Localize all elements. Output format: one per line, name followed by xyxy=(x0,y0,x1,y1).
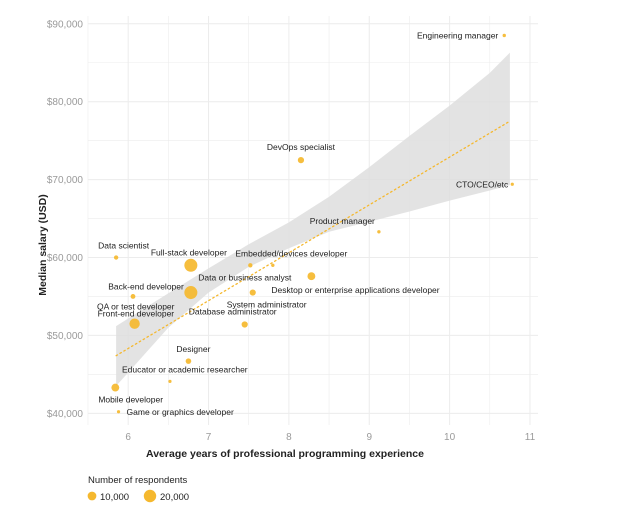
x-tick-label: 9 xyxy=(366,432,372,443)
y-tick-label: $70,000 xyxy=(47,175,84,186)
x-tick-label: 11 xyxy=(525,432,536,443)
confidence-band-layer xyxy=(116,52,510,386)
point-front-end-developer xyxy=(129,318,140,329)
point-game-or-graphics-developer xyxy=(116,410,121,414)
y-tick-label: $40,000 xyxy=(47,409,84,420)
point-devops-specialist xyxy=(297,157,305,164)
legend-label-10-000: 10,000 xyxy=(100,492,129,503)
x-tick-label: 7 xyxy=(206,432,212,443)
point-label-engineering-manager: Engineering manager xyxy=(417,30,498,40)
point-label-game-or-graphics-developer: Game or graphics developer xyxy=(127,407,234,417)
point-label-educator-or-academic-researcher: Educator or academic researcher xyxy=(122,364,248,374)
y-tick-label: $80,000 xyxy=(47,97,84,108)
point-product-manager xyxy=(377,230,381,234)
point-data-scientist xyxy=(113,255,119,260)
legend-entries: 10,000 20,000 xyxy=(87,489,189,503)
legend-label-20-000: 20,000 xyxy=(160,492,189,503)
point-label-cto-ceo-etc: CTO/CEO/etc xyxy=(456,179,509,189)
point-label-full-stack-developer: Full-stack developer xyxy=(151,247,227,257)
point-educator-or-academic-researcher xyxy=(168,379,172,383)
tick-labels-layer: 6 7 8 9 10 11 $40,000 $50,000 $60,000 $70,000 $80,… xyxy=(47,19,536,443)
points-layer xyxy=(111,33,514,414)
point-label-product-manager: Product manager xyxy=(310,216,375,226)
point-label-front-end-developer: Front-end developer xyxy=(98,309,175,319)
point-back-end-developer xyxy=(184,286,198,300)
point-qa-or-test-developer xyxy=(130,294,136,299)
point-designer xyxy=(185,358,192,364)
y-tick-label: $90,000 xyxy=(47,19,84,30)
point-mobile-developer xyxy=(111,383,120,392)
legend-swatch-20-000 xyxy=(143,489,157,503)
point-label-devops-specialist: DevOps specialist xyxy=(267,142,336,152)
legend: Number of respondents 10,000 20,000 xyxy=(87,475,189,503)
point-label-designer: Designer xyxy=(176,344,210,354)
point-label-database-administrator: Database administrator xyxy=(189,307,277,317)
point-system-administrator xyxy=(249,289,256,296)
x-tick-label: 6 xyxy=(125,432,131,443)
point-label-data-scientist: Data scientist xyxy=(98,241,150,251)
confidence-band xyxy=(116,52,510,386)
point-cto-ceo-etc xyxy=(510,182,514,186)
y-axis-title: Median salary (USD) xyxy=(37,194,49,296)
point-label-embedded-devices-developer: Embedded/devices developer xyxy=(235,248,347,258)
trend-line-layer xyxy=(115,120,511,357)
point-label-mobile-developer: Mobile developer xyxy=(98,395,163,405)
point-engineering-manager xyxy=(502,33,506,38)
x-tick-label: 8 xyxy=(286,432,292,443)
point-database-administrator xyxy=(241,321,248,328)
y-tick-label: $60,000 xyxy=(47,253,84,264)
point-label-data-or-business-analyst: Data or business analyst xyxy=(198,272,292,282)
x-axis-title: Average years of professional programmin… xyxy=(146,448,424,460)
point-label-qa-or-test-developer: QA or test developer xyxy=(97,301,175,311)
point-embedded-devices-developer xyxy=(248,263,253,268)
point-label-system-administrator: System administrator xyxy=(227,300,307,310)
point-data-or-business-analyst xyxy=(271,263,275,267)
point-label-back-end-developer: Back-end developer xyxy=(108,282,184,292)
point-labels-layer: Engineering manager DevOps specialist CTO/… xyxy=(97,30,509,416)
point-label-desktop-or-enterprise-applications-developer: Desktop or enterprise applications devel… xyxy=(271,285,439,295)
x-tick-label: 10 xyxy=(444,432,456,443)
point-full-stack-developer xyxy=(184,258,198,272)
legend-swatch-10-000 xyxy=(87,491,97,501)
legend-title: Number of respondents xyxy=(88,475,188,486)
trend-line xyxy=(115,120,511,357)
point-desktop-or-enterprise-applications-developer xyxy=(307,272,316,281)
y-tick-label: $50,000 xyxy=(47,331,84,342)
